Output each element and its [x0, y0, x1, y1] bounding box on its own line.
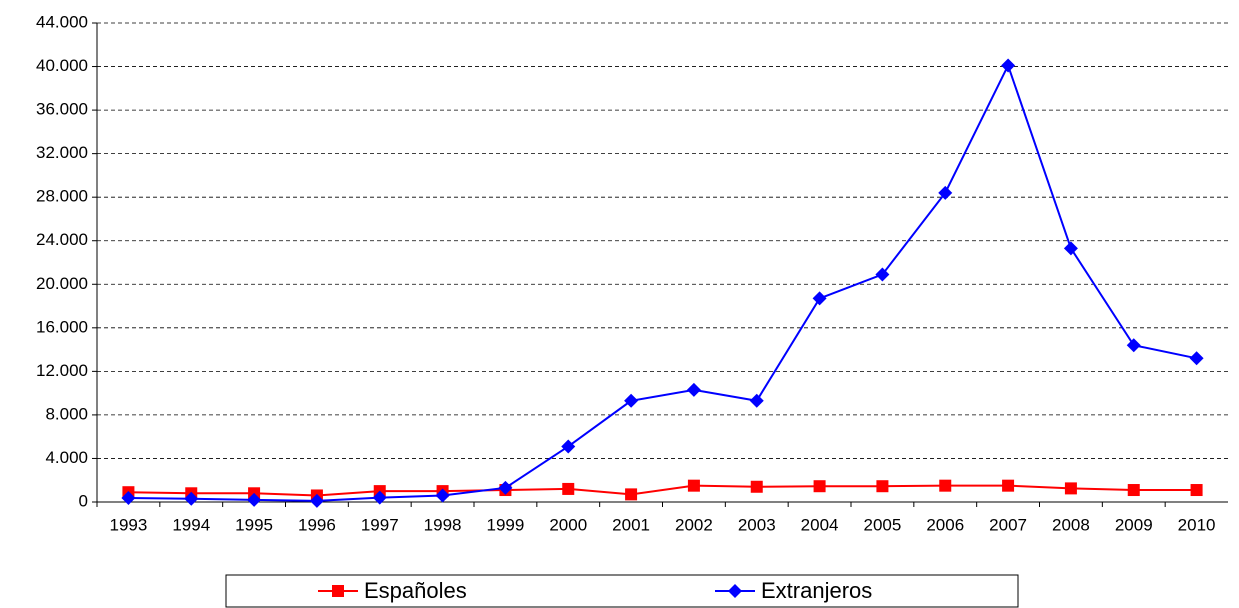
legend-label: Extranjeros — [761, 578, 872, 603]
x-tick-label: 2010 — [1178, 515, 1216, 534]
data-point — [1001, 58, 1016, 73]
x-tick-label: 2007 — [989, 515, 1027, 534]
data-point — [875, 267, 890, 282]
data-point — [1064, 482, 1077, 495]
data-point — [624, 393, 639, 408]
x-tick-label: 1994 — [172, 515, 210, 534]
data-point — [435, 488, 450, 503]
x-tick-label: 1993 — [110, 515, 148, 534]
y-tick-label: 36.000 — [36, 100, 88, 119]
data-point — [686, 382, 701, 397]
data-point — [939, 479, 952, 492]
data-point — [562, 482, 575, 495]
y-tick-label: 16.000 — [36, 317, 88, 336]
data-point — [561, 439, 576, 454]
x-tick-label: 1996 — [298, 515, 336, 534]
x-tick-label: 1998 — [424, 515, 462, 534]
x-tick-label: 2002 — [675, 515, 713, 534]
x-tick-label: 2003 — [738, 515, 776, 534]
data-point — [309, 493, 324, 508]
data-point — [1126, 338, 1141, 353]
data-point — [498, 480, 513, 495]
data-point — [876, 480, 889, 493]
series-line — [128, 484, 1197, 497]
legend-marker — [332, 585, 344, 597]
data-point — [938, 185, 953, 200]
legend-marker — [728, 584, 742, 598]
y-tick-label: 12.000 — [36, 361, 88, 380]
x-tick-label: 1999 — [487, 515, 525, 534]
y-tick-label: 24.000 — [36, 230, 88, 249]
data-point — [812, 291, 827, 306]
data-point — [1127, 484, 1140, 497]
x-tick-label: 1997 — [361, 515, 399, 534]
data-point — [372, 490, 387, 505]
legend-label: Españoles — [364, 578, 467, 603]
y-tick-label: 20.000 — [36, 274, 88, 293]
data-point — [749, 393, 764, 408]
x-tick-label: 2009 — [1115, 515, 1153, 534]
data-point — [813, 480, 826, 493]
data-point — [121, 490, 136, 505]
data-point — [687, 479, 700, 492]
data-point — [1063, 241, 1078, 256]
y-tick-label: 0 — [79, 491, 88, 510]
x-tick-label: 2006 — [926, 515, 964, 534]
y-tick-label: 28.000 — [36, 187, 88, 206]
x-tick-label: 1995 — [235, 515, 273, 534]
y-tick-label: 8.000 — [45, 404, 88, 423]
data-point — [1190, 484, 1203, 497]
y-tick-label: 44.000 — [36, 12, 88, 31]
data-point — [625, 488, 638, 501]
data-point — [1189, 351, 1204, 366]
x-tick-label: 2001 — [612, 515, 650, 534]
y-tick-label: 40.000 — [36, 56, 88, 75]
data-point — [247, 492, 262, 507]
series-line — [128, 62, 1197, 502]
data-point — [750, 480, 763, 493]
x-tick-label: 2005 — [864, 515, 902, 534]
data-point — [184, 491, 199, 506]
y-tick-label: 4.000 — [45, 448, 88, 467]
y-tick-label: 32.000 — [36, 143, 88, 162]
x-tick-label: 2008 — [1052, 515, 1090, 534]
x-tick-label: 2004 — [801, 515, 839, 534]
x-tick-label: 2000 — [549, 515, 587, 534]
data-point — [1002, 479, 1015, 492]
